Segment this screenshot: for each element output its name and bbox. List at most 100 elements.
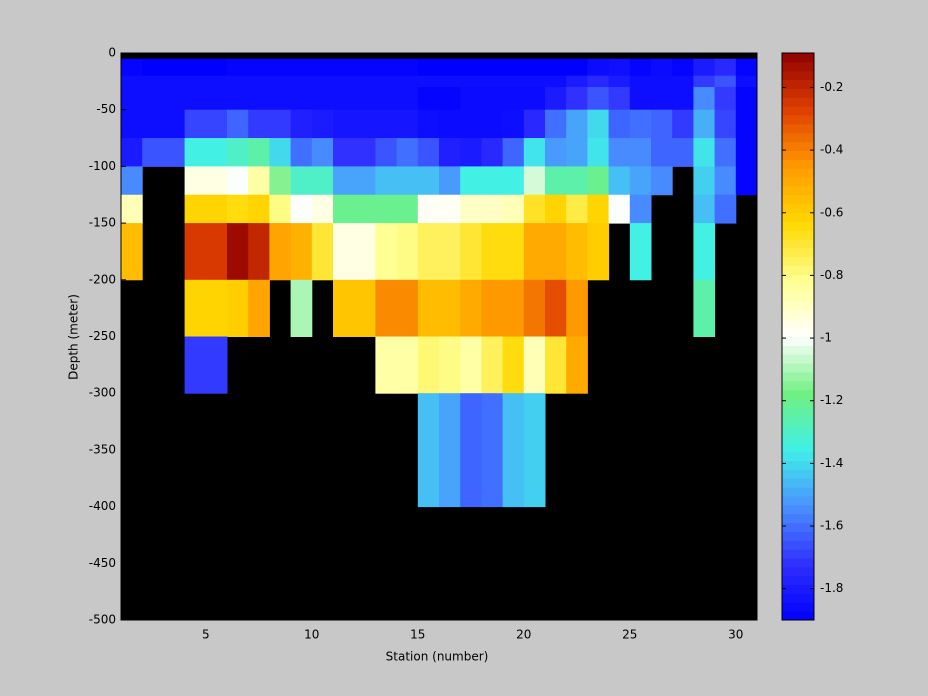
heatmap-cell: [417, 279, 440, 337]
heatmap-cell: [587, 138, 610, 167]
heatmap-cell: [142, 138, 164, 167]
heatmap-cell: [629, 58, 652, 77]
colorbar-segment: [782, 318, 814, 329]
heatmap-cell: [735, 87, 758, 111]
colorbar-segment: [782, 487, 814, 497]
heatmap-cell: [735, 75, 758, 88]
heatmap-cell: [311, 138, 334, 167]
colorbar-tick-label: -1.4: [820, 456, 843, 470]
heatmap-cell: [460, 279, 482, 337]
heatmap-cell: [608, 166, 631, 196]
heatmap-cell: [417, 166, 440, 196]
heatmap-cell: [290, 223, 313, 281]
heatmap-cell: [142, 75, 164, 88]
colorbar-segment: [782, 460, 814, 470]
heatmap-cell: [333, 138, 355, 167]
colorbar-segment: [782, 177, 814, 187]
heatmap-cell: [311, 166, 334, 196]
heatmap-cell: [608, 58, 631, 77]
colorbar-segment: [782, 327, 814, 337]
heatmap-cell: [545, 336, 567, 394]
colorbar-segment: [782, 150, 814, 160]
colorbar-segment: [782, 363, 814, 373]
colorbar-segment: [782, 168, 814, 178]
heatmap-cell: [439, 194, 461, 224]
heatmap-cell: [439, 223, 461, 281]
heatmap-cell: [502, 279, 525, 337]
heatmap-cell: [121, 138, 143, 167]
colorbar-segment: [782, 478, 814, 488]
heatmap-cell: [142, 87, 164, 111]
heatmap-cell: [375, 58, 398, 77]
heatmap-cell: [121, 87, 143, 111]
heatmap-cell: [460, 393, 482, 508]
heatmap-cell: [693, 58, 716, 77]
heatmap-cell: [460, 138, 482, 167]
heatmap-cell: [290, 109, 313, 139]
colorbar-frame: [781, 52, 815, 621]
heatmap-cell: [566, 336, 588, 394]
heatmap-cell: [502, 223, 525, 281]
heatmap-cell: [460, 336, 482, 394]
heatmap-cell: [417, 138, 440, 167]
heatmap-cell: [587, 75, 610, 88]
heatmap-cell: [311, 194, 334, 224]
heatmap-cell: [693, 87, 716, 111]
heatmap-cell: [672, 109, 694, 139]
heatmap-cell: [396, 75, 419, 88]
heatmap-cell: [439, 166, 461, 196]
colorbar-segment: [782, 274, 814, 284]
heatmap-cell: [481, 336, 504, 394]
colorbar-segment: [782, 513, 814, 524]
heatmap-cell: [714, 166, 737, 196]
heatmap-cell: [460, 58, 482, 77]
heatmap-cell: [439, 279, 461, 337]
colorbar-segment: [782, 354, 814, 364]
heatmap-cell: [545, 279, 567, 337]
colorbar-tick-label: -0.6: [820, 205, 843, 219]
colorbar-segment: [782, 159, 814, 169]
heatmap-cell: [396, 223, 419, 281]
y-tick-label: -200: [89, 272, 116, 286]
heatmap-cell: [502, 138, 525, 167]
x-tick-label: 15: [410, 628, 425, 642]
heatmap-cell: [205, 336, 228, 394]
heatmap-cell: [693, 166, 716, 196]
colorbar-segment: [782, 123, 814, 134]
heatmap-cell: [290, 58, 313, 77]
colorbar-segment: [782, 593, 814, 603]
colorbar-segment: [782, 239, 814, 249]
heatmap-cell: [566, 166, 588, 196]
colorbar-segment: [782, 230, 814, 240]
heatmap-cell: [163, 138, 186, 167]
heatmap-cell: [290, 87, 313, 111]
heatmap-cell: [354, 194, 376, 224]
heatmap-cell: [354, 87, 376, 111]
colorbar-segment: [782, 301, 814, 311]
heatmap-cell: [227, 87, 249, 111]
heatmap-cell: [460, 109, 482, 139]
heatmap-cell: [714, 75, 737, 88]
heatmap-cell: [417, 393, 440, 508]
heatmap-cell: [227, 279, 249, 337]
colorbar-segment: [782, 566, 814, 577]
heatmap-cell: [417, 223, 440, 281]
heatmap-cell: [523, 166, 546, 196]
heatmap-cell: [184, 194, 207, 224]
heatmap-cell: [629, 109, 652, 139]
heatmap-cell: [587, 194, 610, 224]
heatmap-cell: [311, 223, 334, 281]
heatmap-cell: [227, 223, 249, 281]
y-tick-label: -500: [89, 613, 116, 627]
heatmap-cell: [714, 87, 737, 111]
heatmap-cell: [184, 279, 207, 337]
y-tick-label: -50: [96, 102, 116, 116]
heatmap-cell: [311, 109, 334, 139]
heatmap-cell: [460, 223, 482, 281]
heatmap-cell: [545, 87, 567, 111]
heatmap-cell: [587, 109, 610, 139]
heatmap-cell: [587, 166, 610, 196]
colorbar-segment: [782, 283, 814, 293]
heatmap-cell: [523, 336, 546, 394]
y-tick-label: -250: [89, 329, 116, 343]
